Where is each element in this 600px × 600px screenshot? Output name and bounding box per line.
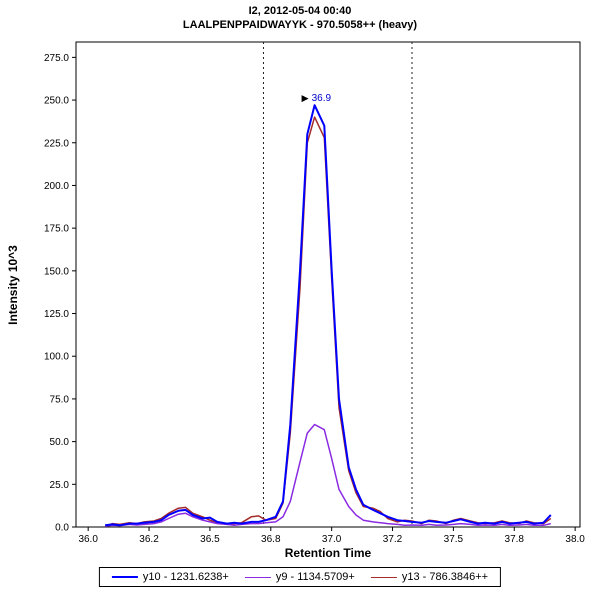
chart-title: I2, 2012-05-04 00:40 [248, 5, 352, 17]
chromatogram-trace [105, 423, 551, 527]
chart-header: I2, 2012-05-04 00:40 LAALPENPPAIDWAYYK -… [0, 4, 600, 32]
plot-area[interactable] [75, 41, 581, 528]
peak-time-label: 36.9 [312, 93, 332, 104]
legend-label: y10 - 1231.6238+ [142, 571, 229, 583]
y-tick-label: 75.0 [50, 394, 70, 405]
x-tick-label: 36.5 [200, 534, 220, 545]
y-tick-label: 150.0 [44, 266, 69, 277]
x-tick-label: 37.0 [322, 534, 342, 545]
legend-line-swatch [111, 576, 138, 578]
x-tick-label: 36.8 [261, 534, 281, 545]
series-lines [104, 104, 552, 527]
y-tick-label: 0.0 [55, 523, 69, 534]
y-tick-label: 275.0 [44, 53, 69, 64]
plot-frame [75, 41, 581, 528]
legend-line-swatch [370, 576, 397, 578]
x-tick-label: 36.2 [139, 534, 159, 545]
legend-label: y13 - 786.3846++ [401, 571, 489, 583]
peak-arrow-icon [301, 95, 309, 103]
y-tick-label: 25.0 [50, 480, 70, 491]
legend-item[interactable]: y13 - 786.3846++ [370, 571, 489, 583]
axis-ticks: 0.0 25.0 50.0 75.0 100.0 125.0 150.0 175.0 200.0… [44, 53, 585, 545]
x-tick-label: 37.5 [444, 534, 464, 545]
y-tick-label: 50.0 [50, 437, 70, 448]
y-axis-title: Intensity 10^3 [6, 245, 20, 325]
x-tick-label: 36.0 [78, 534, 98, 545]
legend-box: y10 - 1231.6238+ y9 - 1134.5709+ y13 - 786… [98, 567, 502, 587]
x-tick-label: 37.2 [383, 534, 403, 545]
y-tick-label: 125.0 [44, 309, 69, 320]
legend-item[interactable]: y10 - 1231.6238+ [111, 571, 229, 583]
legend-label: y9 - 1134.5709+ [275, 571, 355, 583]
legend-item[interactable]: y9 - 1134.5709+ [244, 571, 355, 583]
x-tick-label: 38.0 [565, 534, 585, 545]
peak-annotation: 36.9 [301, 93, 332, 104]
y-tick-label: 100.0 [44, 352, 69, 363]
chromatogram-trace [105, 104, 552, 527]
chart-subtitle: LAALPENPPAIDWAYYK - 970.5058++ (heavy) [182, 19, 418, 31]
y-tick-label: 250.0 [44, 96, 69, 107]
x-tick-label: 37.8 [505, 534, 525, 545]
x-axis-title: Retention Time [285, 546, 372, 560]
legend-line-swatch [244, 576, 271, 578]
y-tick-label: 175.0 [44, 224, 69, 235]
y-tick-label: 225.0 [44, 138, 69, 149]
y-tick-label: 200.0 [44, 181, 69, 192]
